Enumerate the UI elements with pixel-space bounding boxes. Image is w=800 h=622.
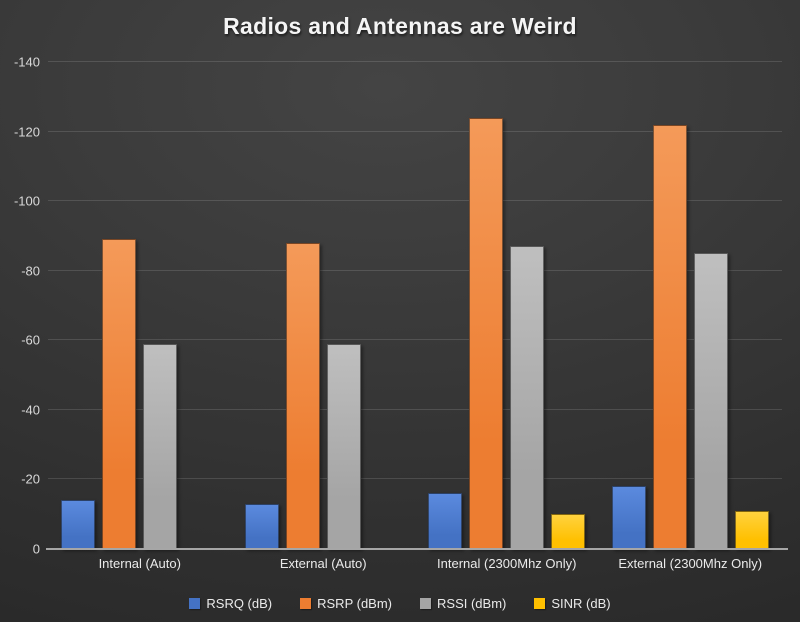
bar-rsrq — [428, 493, 463, 549]
bar-slot-rsrq — [61, 500, 96, 549]
legend-swatch-icon — [300, 598, 312, 609]
legend-swatch-icon — [420, 598, 432, 609]
bar-rssi — [143, 343, 178, 549]
bar-group — [415, 62, 599, 549]
y-tick-label: -140 — [13, 54, 40, 70]
plot-area — [46, 61, 788, 550]
gridline — [48, 200, 782, 202]
legend-label: RSRQ (dB) — [206, 596, 273, 611]
category-label: External (Auto) — [279, 556, 367, 571]
bar-rssi — [510, 246, 545, 549]
bar-slot-rsrp — [285, 242, 320, 549]
chart-title: Radios and Antennas are Weird — [223, 13, 577, 39]
legend-swatch-icon — [189, 598, 201, 609]
gridline — [48, 339, 782, 341]
x-axis: Internal (Auto) External (Auto) Internal (… — [48, 556, 782, 571]
legend-item-rssi: RSSI (dBm) — [420, 596, 506, 611]
legend-label: RSSI (dBm) — [437, 596, 507, 611]
gridline — [48, 130, 782, 132]
bar-slot-rssi — [143, 343, 178, 549]
bar-rsrp — [285, 242, 320, 549]
bar-rsrq — [611, 486, 646, 549]
bar-slot-rsrp — [469, 117, 504, 549]
gridline — [48, 478, 782, 480]
bar-rsrq — [61, 500, 96, 549]
bar-group — [232, 62, 416, 549]
bar-rsrp — [102, 239, 137, 549]
bar-slot-rsrp — [652, 124, 687, 549]
bar-slot-sinr — [734, 510, 769, 549]
bar-slot-rssi — [693, 253, 728, 549]
bar-rsrq — [244, 503, 279, 549]
bar-rssi — [693, 253, 728, 549]
bar-group — [599, 62, 783, 549]
y-tick-label: 0 — [32, 541, 40, 557]
y-tick-label: -40 — [21, 402, 40, 418]
x-axis-line — [46, 548, 788, 550]
y-tick-label: -80 — [21, 263, 40, 279]
legend-item-rsrp: RSRP (dBm) — [300, 596, 392, 611]
bar-group — [48, 62, 232, 549]
gridline — [48, 61, 782, 62]
bar-slot-rsrp — [102, 239, 137, 549]
bar-sinr — [734, 510, 769, 549]
legend-label: RSRP (dBm) — [317, 596, 393, 611]
bar-slot-rsrq — [244, 503, 279, 549]
bar-groups — [48, 62, 782, 549]
y-axis: 0 -20 -40 -60 -80 -100 -120 -140 — [0, 56, 42, 556]
legend-item-rsrq: RSRQ (dB) — [189, 596, 272, 611]
bar-rsrp — [652, 124, 687, 549]
legend-swatch-icon — [534, 598, 546, 609]
gridline — [48, 269, 782, 271]
legend: RSRQ (dB) RSRP (dBm) RSSI (dBm) SINR (dB) — [0, 596, 800, 611]
bar-sinr — [551, 514, 586, 549]
bar-rsrp — [469, 117, 504, 549]
category-label: External (2300Mhz Only) — [618, 556, 763, 571]
legend-label: SINR (dB) — [551, 596, 611, 611]
bar-rssi — [326, 343, 361, 549]
y-tick-label: -20 — [21, 471, 40, 487]
y-tick-label: -100 — [13, 193, 40, 209]
bar-slot-rssi — [326, 343, 361, 549]
legend-item-sinr: SINR (dB) — [534, 596, 611, 611]
bar-slot-sinr — [551, 514, 586, 549]
gridline — [48, 408, 782, 410]
bar-slot-rssi — [510, 246, 545, 549]
bar-slot-rsrq — [428, 493, 463, 549]
category-label: Internal (2300Mhz Only) — [437, 556, 577, 571]
bar-slot-rsrq — [611, 486, 646, 549]
y-tick-label: -60 — [21, 332, 40, 348]
y-tick-label: -120 — [13, 124, 40, 140]
category-label: Internal (Auto) — [98, 556, 181, 571]
